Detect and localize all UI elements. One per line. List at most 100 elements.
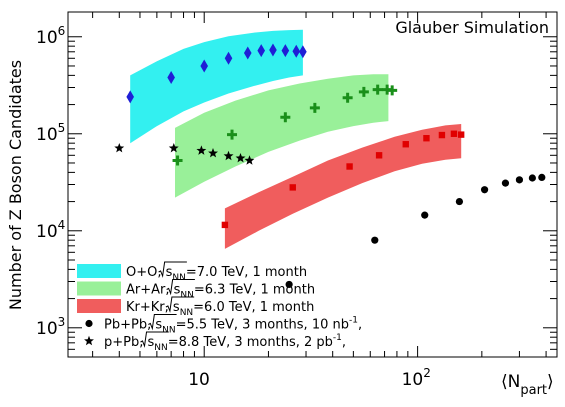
x-tick-label-exp: 2 — [423, 366, 431, 380]
band-o-o — [130, 29, 303, 144]
y-tick-label-base: 10 — [36, 125, 58, 145]
x-tick-label: 10 — [188, 370, 210, 390]
point-o-o-6 — [269, 43, 277, 57]
legend-root-s: s — [166, 265, 173, 280]
point-kr-kr-7 — [450, 130, 458, 137]
y-tick-label: 106 — [36, 24, 65, 48]
band-layer — [130, 29, 462, 249]
point-ar-ar-1 — [227, 129, 238, 140]
legend-text: O+O, — [126, 265, 166, 280]
legend-text: Ar+Ar, — [126, 283, 174, 298]
point-ar-ar-0 — [172, 155, 183, 166]
legend-marker-p-pb — [84, 335, 94, 346]
point-pb-pb-2 — [421, 211, 429, 219]
band-kr-kr — [224, 124, 462, 249]
point-pb-pb-8 — [538, 173, 546, 182]
band-ar-ar — [175, 74, 389, 198]
point-ar-ar-6 — [372, 84, 383, 95]
legend-subscript: NN — [180, 308, 193, 318]
point-kr-kr-8 — [457, 131, 465, 138]
legend-subscript: NN — [154, 343, 167, 353]
y-tick-label-exp: 6 — [58, 24, 66, 38]
point-o-o-3 — [224, 51, 233, 65]
legend-label-kr-kr: Kr+Kr, sNN=6.0 TeV, 1 month — [126, 300, 314, 318]
legend-sqrt-sign — [140, 331, 169, 348]
point-o-o-1 — [167, 71, 175, 85]
legend-text: =5.5 TeV, 3 months, 10 nb — [176, 318, 349, 333]
point-p-pb-3 — [208, 148, 218, 158]
point-ar-ar-5 — [358, 86, 369, 97]
chart-title: Glauber Simulation — [395, 18, 549, 37]
legend-text: , — [358, 318, 362, 333]
y-tick-label: 103 — [36, 315, 65, 339]
point-p-pb-0 — [114, 143, 125, 153]
point-o-o-0 — [126, 90, 135, 104]
y-tick-label-base: 10 — [36, 28, 58, 48]
marker-layer — [114, 43, 546, 289]
legend-text: =6.3 TeV, 1 month — [194, 283, 315, 298]
y-tick-label: 104 — [36, 218, 65, 242]
point-pb-pb-6 — [515, 176, 524, 184]
point-pb-pb-3 — [455, 197, 464, 206]
point-o-o-7 — [281, 44, 290, 58]
point-p-pb-4 — [223, 150, 234, 161]
legend-text: =8.8 TeV, 3 months, 2 pb — [168, 335, 333, 350]
legend-sqrt-sign — [165, 296, 195, 313]
legend-subscript: NN — [162, 326, 175, 336]
legend-text: =6.0 TeV, 1 month — [193, 300, 314, 315]
y-tick-label-exp: 5 — [58, 121, 66, 135]
y-tick-label-exp: 4 — [58, 218, 66, 232]
point-kr-kr-5 — [423, 135, 430, 142]
point-p-pb-2 — [196, 145, 207, 155]
legend-text: =7.0 TeV, 1 month — [186, 265, 307, 280]
legend-label-pb-pb: Pb+Pb, sNN=5.5 TeV, 3 months, 10 nb-1, — [104, 316, 362, 336]
point-p-pb-1 — [168, 143, 179, 153]
legend-label-p-pb: p+Pb, sNN=8.8 TeV, 3 months, 2 pb-1, — [104, 333, 346, 353]
point-pb-pb-1 — [371, 236, 379, 244]
legend-text: Pb+Pb, — [104, 318, 155, 333]
legend-swatch-kr-kr — [77, 299, 121, 313]
legend-root-s: s — [148, 335, 155, 350]
legend-superscript: -1 — [333, 333, 342, 343]
legend-text: Kr+Kr, — [126, 300, 173, 315]
point-kr-kr-3 — [375, 152, 383, 159]
x-tick-label-base: 10 — [188, 370, 210, 390]
point-o-o-2 — [200, 59, 209, 73]
point-ar-ar-2 — [280, 112, 291, 123]
legend-root-s: s — [155, 318, 162, 333]
point-ar-ar-4 — [342, 92, 353, 103]
y-tick-label-base: 10 — [36, 222, 58, 242]
point-pb-pb-0 — [285, 280, 293, 289]
point-kr-kr-1 — [289, 184, 296, 191]
point-ar-ar-3 — [309, 102, 320, 113]
point-p-pb-6 — [244, 155, 255, 165]
x-axis-label-sub: part — [520, 383, 547, 398]
x-axis-label-main: ⟨N — [501, 372, 520, 392]
legend-sqrt-sign — [166, 279, 195, 296]
legend-text: , — [342, 335, 346, 350]
y-tick-label-base: 10 — [36, 319, 58, 339]
legend-superscript: -1 — [349, 316, 358, 326]
y-axis-label: Number of Z Boson Candidates — [6, 60, 25, 310]
x-axis-label-close: ⟩ — [547, 372, 554, 392]
legend-root-s: s — [173, 300, 180, 315]
legend-marker-pb-pb — [85, 319, 93, 328]
point-pb-pb-7 — [528, 174, 536, 182]
legend-sqrt-sign — [148, 314, 177, 331]
point-kr-kr-2 — [346, 163, 353, 170]
point-o-o-5 — [257, 44, 266, 58]
legend-root-s: s — [174, 283, 181, 298]
point-o-o-9 — [299, 45, 307, 59]
point-kr-kr-4 — [402, 141, 409, 148]
legend-swatch-ar-ar — [77, 281, 121, 296]
point-kr-kr-0 — [221, 221, 229, 229]
point-pb-pb-5 — [501, 179, 510, 187]
legend-text: p+Pb, — [104, 335, 148, 350]
legend-subscript: NN — [180, 291, 193, 301]
point-o-o-4 — [243, 46, 252, 60]
point-ar-ar-7 — [382, 84, 393, 95]
point-o-o-8 — [292, 44, 301, 58]
legend-swatch-o-o — [77, 264, 121, 278]
